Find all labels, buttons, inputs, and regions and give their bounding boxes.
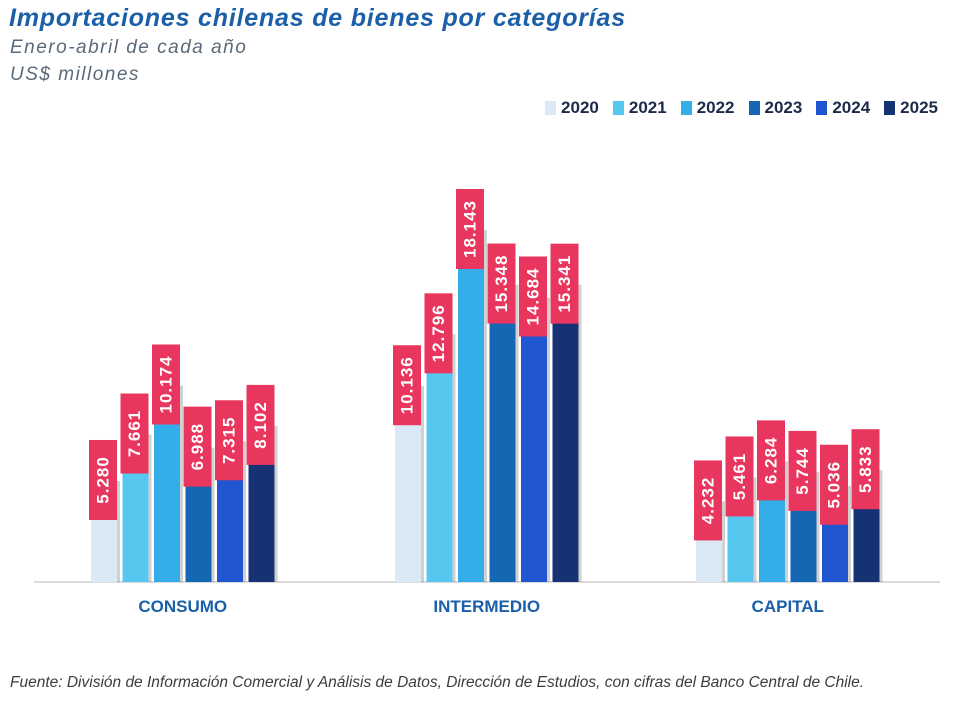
category-label-capital: CAPITAL xyxy=(752,597,824,616)
chart-legend: 2020 2021 2022 2023 2024 2025 xyxy=(545,98,938,118)
data-label-consumo-2021: 7.661 xyxy=(125,410,144,458)
legend-label: 2020 xyxy=(561,98,599,117)
data-label-box xyxy=(120,393,149,474)
bar-intermedio-2023 xyxy=(489,282,516,582)
legend-item-2025: 2025 xyxy=(884,98,938,118)
source-note: Fuente: División de Información Comercia… xyxy=(10,674,865,691)
data-label-box xyxy=(424,293,453,374)
chart-subtitle-units: US$ millones xyxy=(10,64,140,85)
data-label-capital-2022: 6.284 xyxy=(762,437,781,485)
legend-swatch xyxy=(612,101,624,115)
data-label-box xyxy=(788,430,817,511)
data-label-consumo-2023: 6.988 xyxy=(188,423,207,471)
legend-item-2022: 2022 xyxy=(680,98,735,118)
data-label-box xyxy=(519,256,547,337)
data-label-box xyxy=(215,400,243,481)
legend-label: 2023 xyxy=(764,98,803,117)
legend-swatch xyxy=(545,101,557,115)
data-label-consumo-2024: 7.315 xyxy=(220,416,239,464)
data-label-box xyxy=(89,439,117,520)
chart-title: Importaciones chilenas de bienes por cat… xyxy=(9,4,626,32)
chart-subtitle-period: Enero-abril de cada año xyxy=(10,37,248,58)
data-label-intermedio-2023: 15.348 xyxy=(492,255,511,313)
category-label-intermedio: INTERMEDIO xyxy=(433,597,540,616)
bar-intermedio-2022 xyxy=(458,228,484,582)
data-label-box xyxy=(456,189,484,269)
data-label-box xyxy=(725,436,754,517)
bar-intermedio-2025 xyxy=(552,282,579,582)
data-label-capital-2023: 5.744 xyxy=(793,447,812,495)
data-label-box xyxy=(820,444,848,525)
legend-item-2024: 2024 xyxy=(816,98,870,118)
data-label-box xyxy=(246,384,275,465)
legend-swatch xyxy=(884,101,896,115)
data-label-intermedio-2022: 18.143 xyxy=(461,200,480,258)
data-label-capital-2025: 5.833 xyxy=(856,445,875,493)
data-label-box xyxy=(152,344,180,425)
data-label-box xyxy=(694,460,722,541)
legend-label: 2025 xyxy=(900,98,938,117)
data-label-consumo-2020: 5.280 xyxy=(94,456,113,504)
data-label-box xyxy=(183,406,212,487)
legend-swatch xyxy=(748,101,760,115)
legend-label: 2024 xyxy=(832,98,871,117)
category-label-consumo: CONSUMO xyxy=(138,597,227,616)
data-label-capital-2021: 5.461 xyxy=(730,453,749,501)
data-label-box xyxy=(550,243,579,324)
data-label-intermedio-2021: 12.796 xyxy=(429,304,448,362)
bar-intermedio-2021 xyxy=(426,332,453,582)
data-label-consumo-2022: 10.174 xyxy=(157,355,176,413)
data-label-box xyxy=(487,243,516,324)
data-label-intermedio-2020: 10.136 xyxy=(398,356,417,414)
data-label-intermedio-2025: 15.341 xyxy=(555,255,574,313)
legend-item-2020: 2020 xyxy=(545,98,599,118)
legend-item-2023: 2023 xyxy=(748,98,803,118)
data-label-capital-2024: 5.036 xyxy=(825,461,844,509)
legend-label: 2021 xyxy=(628,98,667,117)
data-label-box xyxy=(851,429,880,510)
bar-intermedio-2024 xyxy=(521,295,547,582)
legend-item-2021: 2021 xyxy=(612,98,667,118)
data-label-intermedio-2024: 14.684 xyxy=(524,267,543,325)
data-label-consumo-2025: 8.102 xyxy=(251,401,270,449)
data-label-box xyxy=(393,345,421,426)
legend-label: 2022 xyxy=(696,98,735,117)
legend-swatch xyxy=(816,101,828,115)
data-label-capital-2020: 4.232 xyxy=(699,477,718,525)
data-label-box xyxy=(757,420,785,501)
legend-swatch xyxy=(680,101,692,115)
